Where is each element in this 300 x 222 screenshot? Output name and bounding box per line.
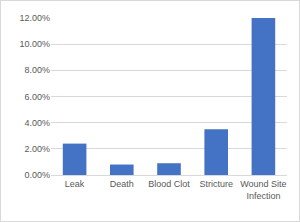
svg-text:Wound SiteInfection: Wound SiteInfection — [240, 179, 286, 201]
svg-text:6.00%: 6.00% — [24, 92, 50, 102]
svg-text:Stricture: Stricture — [199, 179, 233, 189]
svg-text:8.00%: 8.00% — [24, 65, 50, 75]
svg-text:Leak: Leak — [65, 179, 85, 189]
svg-text:Death: Death — [110, 179, 134, 189]
svg-text:12.00%: 12.00% — [19, 13, 50, 23]
svg-text:4.00%: 4.00% — [24, 118, 50, 128]
svg-text:2.00%: 2.00% — [24, 144, 50, 154]
svg-text:Blood Clot: Blood Clot — [148, 179, 190, 189]
svg-text:10.00%: 10.00% — [19, 39, 50, 49]
svg-text:0.00%: 0.00% — [24, 170, 50, 180]
